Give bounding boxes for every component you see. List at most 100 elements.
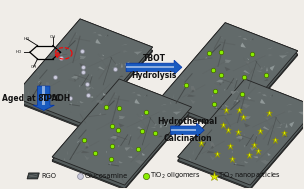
Polygon shape <box>216 107 217 109</box>
Polygon shape <box>243 71 247 74</box>
Polygon shape <box>67 91 68 93</box>
Polygon shape <box>105 35 107 37</box>
Polygon shape <box>119 123 125 127</box>
Polygon shape <box>210 142 216 148</box>
Polygon shape <box>261 155 262 157</box>
Polygon shape <box>71 76 78 79</box>
Polygon shape <box>219 83 222 86</box>
Polygon shape <box>81 151 90 153</box>
Polygon shape <box>264 79 269 81</box>
Polygon shape <box>280 101 284 103</box>
Polygon shape <box>225 67 231 71</box>
Text: HO: HO <box>15 50 22 54</box>
Polygon shape <box>219 55 221 56</box>
Polygon shape <box>241 104 250 108</box>
Polygon shape <box>137 126 144 131</box>
Text: TiO$_2$ oligomers: TiO$_2$ oligomers <box>150 171 201 181</box>
Polygon shape <box>231 82 234 85</box>
Polygon shape <box>171 129 196 131</box>
Polygon shape <box>276 127 281 128</box>
Polygon shape <box>96 100 105 105</box>
Polygon shape <box>125 147 130 151</box>
Polygon shape <box>234 87 235 89</box>
Polygon shape <box>121 63 123 68</box>
Polygon shape <box>135 160 144 165</box>
Polygon shape <box>178 82 304 188</box>
Polygon shape <box>31 95 34 98</box>
Polygon shape <box>262 94 269 97</box>
Polygon shape <box>280 124 283 127</box>
Polygon shape <box>13 23 153 129</box>
Polygon shape <box>88 96 93 98</box>
Polygon shape <box>183 84 186 86</box>
Text: Glucosamine: Glucosamine <box>84 173 127 179</box>
Polygon shape <box>270 65 275 71</box>
Polygon shape <box>243 70 250 74</box>
Polygon shape <box>260 45 264 46</box>
Polygon shape <box>135 99 140 104</box>
Polygon shape <box>79 74 81 76</box>
Polygon shape <box>205 57 208 59</box>
Polygon shape <box>108 139 115 142</box>
Polygon shape <box>178 84 304 189</box>
Polygon shape <box>123 50 128 53</box>
Polygon shape <box>264 117 269 120</box>
Polygon shape <box>222 105 223 107</box>
Polygon shape <box>303 109 304 110</box>
Polygon shape <box>156 109 160 113</box>
Polygon shape <box>80 101 84 103</box>
Polygon shape <box>118 145 119 147</box>
Polygon shape <box>146 94 147 97</box>
Polygon shape <box>13 22 153 129</box>
Polygon shape <box>79 63 85 67</box>
Polygon shape <box>158 23 298 129</box>
Polygon shape <box>135 155 136 157</box>
Polygon shape <box>116 162 118 163</box>
Polygon shape <box>236 160 238 161</box>
Polygon shape <box>85 142 90 148</box>
Polygon shape <box>157 136 163 137</box>
Polygon shape <box>187 94 196 97</box>
Polygon shape <box>236 136 242 139</box>
Polygon shape <box>216 103 219 105</box>
Polygon shape <box>283 136 288 137</box>
Polygon shape <box>131 92 136 93</box>
Polygon shape <box>203 140 206 143</box>
Polygon shape <box>260 67 263 70</box>
Polygon shape <box>173 93 174 98</box>
Polygon shape <box>247 58 249 60</box>
Polygon shape <box>192 150 194 155</box>
Polygon shape <box>73 93 74 94</box>
Polygon shape <box>263 126 270 131</box>
Polygon shape <box>98 66 105 70</box>
Polygon shape <box>201 133 204 136</box>
Polygon shape <box>67 150 68 155</box>
Polygon shape <box>125 61 130 67</box>
Polygon shape <box>222 82 224 83</box>
Polygon shape <box>76 33 77 36</box>
Polygon shape <box>228 114 232 115</box>
Polygon shape <box>190 99 195 105</box>
Polygon shape <box>188 93 190 94</box>
Polygon shape <box>125 139 128 141</box>
Polygon shape <box>176 98 180 102</box>
Polygon shape <box>111 67 116 68</box>
Polygon shape <box>109 163 111 166</box>
Polygon shape <box>95 39 101 44</box>
Polygon shape <box>92 32 97 33</box>
Polygon shape <box>262 127 266 130</box>
Polygon shape <box>43 89 45 90</box>
Polygon shape <box>71 155 74 159</box>
Polygon shape <box>80 56 86 59</box>
Polygon shape <box>115 64 118 67</box>
Polygon shape <box>52 79 192 185</box>
Polygon shape <box>46 82 51 88</box>
Polygon shape <box>79 85 80 87</box>
Polygon shape <box>256 71 262 72</box>
Polygon shape <box>113 139 116 142</box>
Polygon shape <box>224 77 226 79</box>
Polygon shape <box>268 54 273 57</box>
Polygon shape <box>122 170 126 172</box>
Polygon shape <box>266 48 273 50</box>
Polygon shape <box>260 160 270 165</box>
